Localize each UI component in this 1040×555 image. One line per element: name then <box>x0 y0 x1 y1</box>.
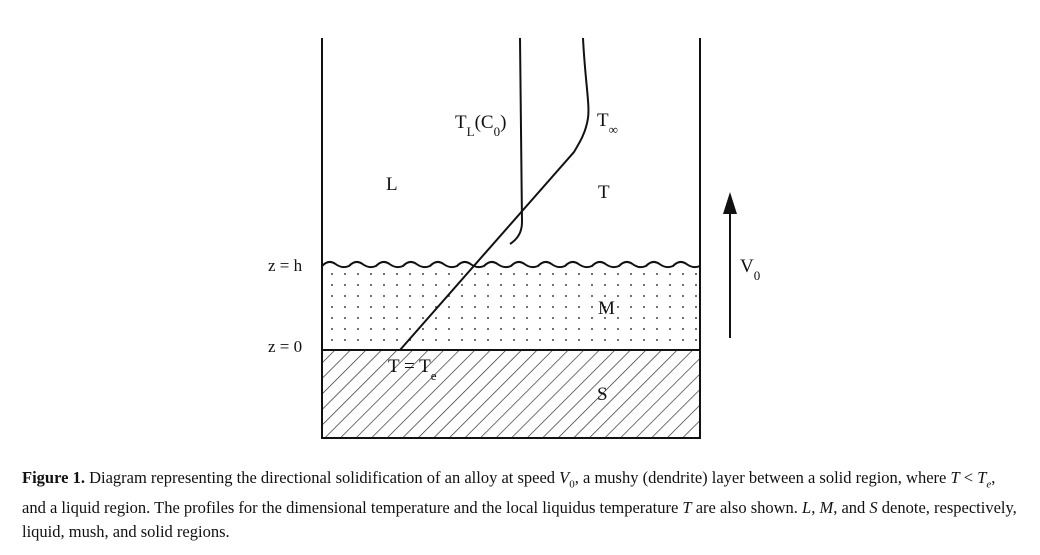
caption-part: V <box>559 468 570 487</box>
label-part: ) <box>500 112 506 133</box>
figure: TL(C0) T∞ L T M S z = h z = 0 T = Te V0 <box>268 37 760 439</box>
caption-part: Figure 1. <box>22 468 85 487</box>
liquid-label: L <box>386 174 398 195</box>
liquidus-label: TL(C0) <box>455 112 506 139</box>
caption-part: e <box>986 478 992 491</box>
label-part: ∞ <box>609 122 618 137</box>
caption-part: are also shown. <box>691 498 803 518</box>
label-part: (C <box>475 112 494 133</box>
label-part: V <box>740 256 754 277</box>
caption-part: , a mushy (dendrite) layer between a sol… <box>574 468 951 487</box>
temperature-label: T <box>598 182 610 203</box>
speed-label: V0 <box>740 256 760 283</box>
caption-part: , and a liquid region. The profiles for … <box>22 468 996 518</box>
caption-part: T <box>950 468 960 487</box>
label-part: L <box>467 124 475 139</box>
solid-label: S <box>597 384 608 405</box>
label-part: T <box>597 110 609 131</box>
base-label: z = 0 <box>268 337 302 356</box>
caption-part: < <box>959 468 978 487</box>
eutectic-label: T = Te <box>388 356 437 383</box>
figure-caption: Figure 1. Diagram representing the direc… <box>22 466 1017 544</box>
caption-part: S <box>869 498 878 518</box>
speed-arrow-head <box>723 192 737 214</box>
interface-label: z = h <box>268 256 303 275</box>
mush-region <box>322 268 700 350</box>
caption-part: 0 <box>569 478 575 491</box>
caption-part: , <box>811 498 820 518</box>
caption-part: M <box>819 498 834 518</box>
caption-part: T <box>977 468 987 487</box>
label-part: T <box>455 112 467 133</box>
label-part: 0 <box>754 268 761 283</box>
caption-part: , and <box>833 498 870 518</box>
caption-part: T <box>682 498 692 518</box>
label-part: 0 <box>494 124 501 139</box>
temperature-profile <box>399 37 590 351</box>
label-part: e <box>431 368 437 383</box>
mush-label: M <box>598 298 615 319</box>
label-part: T = T <box>388 356 431 377</box>
liquidus-profile <box>509 37 524 245</box>
solid-region <box>321 349 701 439</box>
caption-part: denote, respectively, liquid, mush, and … <box>22 498 1017 542</box>
far-temperature-label: T∞ <box>597 110 618 137</box>
caption-part: L <box>802 498 812 518</box>
interface-wave <box>321 260 701 269</box>
caption-part: Diagram representing the directional sol… <box>84 468 560 487</box>
